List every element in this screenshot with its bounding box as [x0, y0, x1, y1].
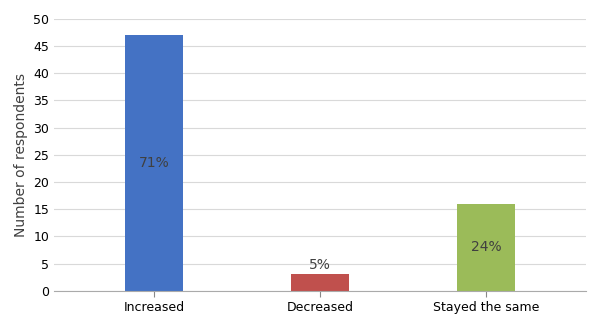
- Bar: [291, 275, 349, 291]
- Y-axis label: Number of respondents: Number of respondents: [14, 73, 28, 237]
- Bar: [457, 204, 515, 291]
- Bar: [125, 35, 183, 291]
- Text: 71%: 71%: [139, 156, 169, 170]
- Text: 5%: 5%: [309, 258, 331, 272]
- Text: 24%: 24%: [471, 240, 502, 254]
